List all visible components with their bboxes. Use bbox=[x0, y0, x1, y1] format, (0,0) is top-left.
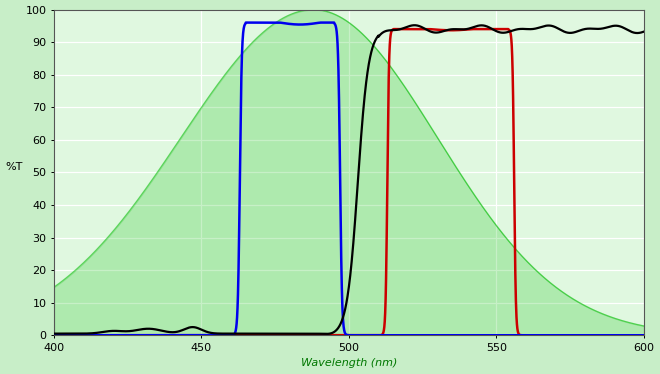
Y-axis label: %T: %T bbox=[5, 162, 23, 172]
X-axis label: Wavelength (nm): Wavelength (nm) bbox=[301, 358, 397, 368]
